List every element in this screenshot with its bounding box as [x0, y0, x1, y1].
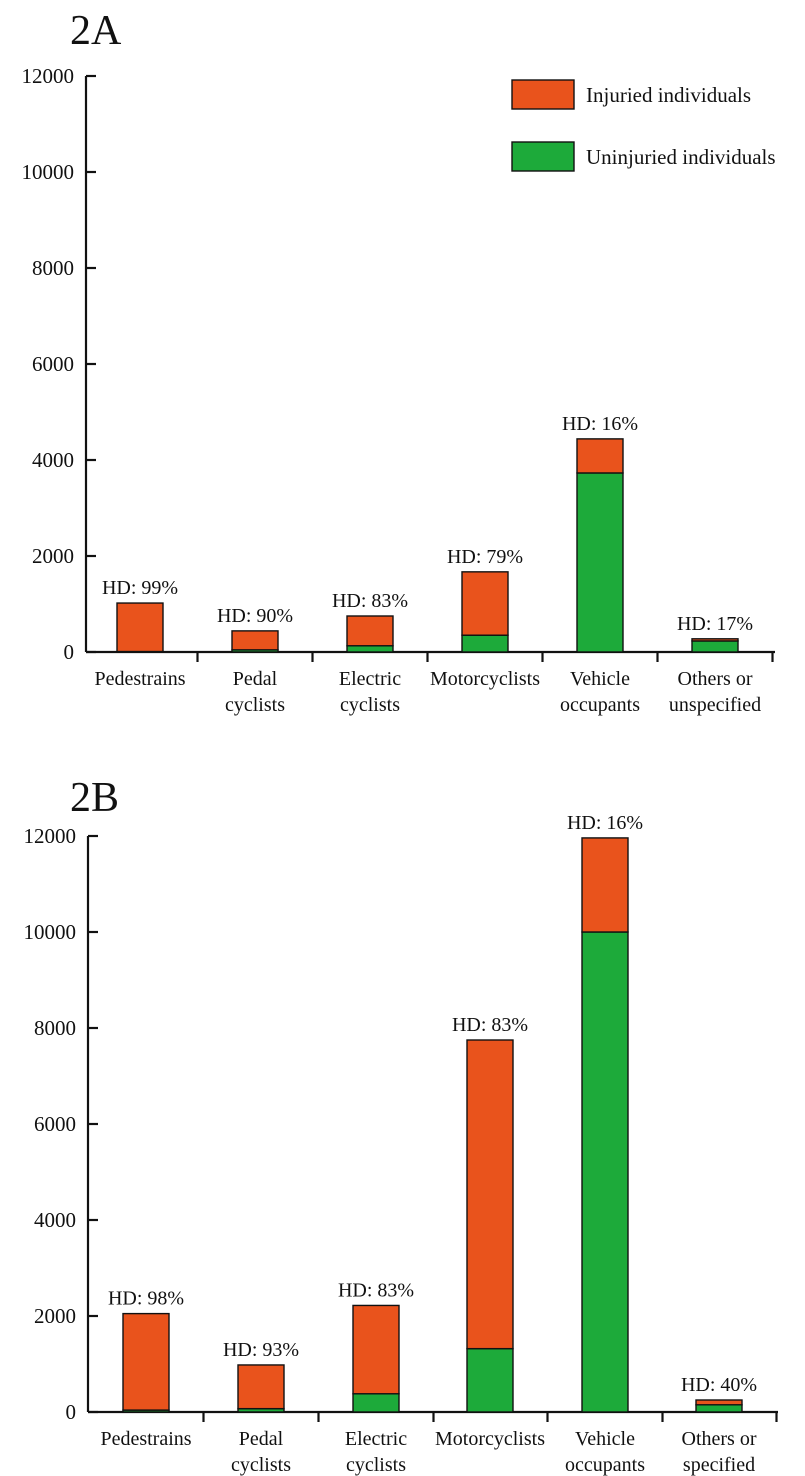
y-tick-label: 2000 [34, 1304, 76, 1328]
bar-uninjured-3 [461, 634, 509, 653]
x-category-label: specified [683, 1454, 755, 1476]
y-tick-label: 12000 [24, 824, 77, 848]
y-tick-label: 10000 [22, 160, 75, 184]
bar-annotation: HD: 17% [677, 613, 753, 635]
bar-uninjured-5 [691, 640, 739, 653]
bar-annotation: HD: 16% [562, 413, 638, 435]
bar-annotation: HD: 83% [452, 1014, 528, 1036]
legend-label-injured: Injuried individuals [586, 83, 751, 107]
x-category-label: Electric [345, 1428, 407, 1450]
bar-annotation: HD: 16% [567, 812, 643, 834]
x-category-label: unspecified [669, 694, 761, 716]
legend-swatch-uninjured [511, 141, 575, 172]
bar-injured-5 [691, 638, 739, 642]
bar-annotation: HD: 83% [332, 590, 408, 612]
bar-injured-2 [346, 615, 394, 647]
x-category-label: cyclists [231, 1454, 291, 1476]
x-category-label: Vehicle [575, 1428, 635, 1450]
y-tick-label: 8000 [34, 1016, 76, 1040]
bar-injured-1 [237, 1364, 285, 1410]
x-category-label: Motorcyclists [435, 1428, 545, 1450]
bar-injured-0 [122, 1312, 170, 1411]
bar-annotation: HD: 90% [217, 605, 293, 627]
bar-uninjured-4 [576, 472, 624, 653]
y-tick-label: 12000 [22, 64, 75, 88]
x-category-label: cyclists [340, 694, 400, 716]
y-tick-label: 8000 [32, 256, 74, 280]
bar-uninjured-2 [346, 645, 394, 653]
x-category-label: Others or [682, 1428, 757, 1450]
y-tick-label: 0 [64, 640, 75, 664]
bar-uninjured-2 [352, 1393, 400, 1413]
bar-injured-0 [116, 602, 164, 653]
bar-uninjured-4 [581, 931, 629, 1413]
x-category-label: Motorcyclists [430, 668, 540, 690]
legend: Injuried individuals Uninjuried individua… [511, 79, 776, 172]
x-category-label: cyclists [346, 1454, 406, 1476]
x-category-label: cyclists [225, 694, 285, 716]
x-category-label: Pedestrains [100, 1428, 191, 1450]
y-tick-label: 10000 [24, 920, 77, 944]
bar-injured-4 [576, 438, 624, 474]
y-tick-label: 6000 [32, 352, 74, 376]
bar-annotation: HD: 99% [102, 577, 178, 599]
bar-annotation: HD: 98% [108, 1288, 184, 1310]
bar-annotation: HD: 93% [223, 1339, 299, 1361]
x-category-label: occupants [560, 694, 640, 716]
bar-injured-2 [352, 1304, 400, 1395]
legend-swatch-injured [511, 79, 575, 110]
y-tick-label: 4000 [32, 448, 74, 472]
legend-label-uninjured: Uninjuried individuals [586, 145, 776, 169]
panel-title: 2A [70, 8, 122, 54]
x-category-label: Vehicle [570, 668, 630, 690]
y-tick-label: 2000 [32, 544, 74, 568]
y-tick-label: 4000 [34, 1208, 76, 1232]
bar-injured-3 [466, 1039, 514, 1350]
bar-annotation: HD: 83% [338, 1279, 414, 1301]
x-category-label: Others or [678, 668, 753, 690]
panel-2b: 2B 0 2000 4000 6000 8000 10000 12000 HD: 98% Pede… [24, 775, 778, 1476]
bar-injured-4 [581, 837, 629, 933]
bar-uninjured-3 [466, 1347, 514, 1413]
x-category-label: Pedestrains [94, 668, 185, 690]
bar-injured-5 [695, 1399, 743, 1406]
x-category-label: Pedal [239, 1428, 284, 1450]
bar-annotation: HD: 79% [447, 546, 523, 568]
x-category-label: Electric [339, 668, 401, 690]
bar-injured-3 [461, 571, 509, 636]
x-category-label: occupants [565, 1454, 645, 1476]
panel-title: 2B [70, 775, 119, 821]
bar-uninjured-5 [695, 1404, 743, 1413]
bar-annotation: HD: 40% [681, 1374, 757, 1396]
bar-injured-1 [231, 630, 279, 651]
x-category-label: Pedal [233, 668, 278, 690]
y-tick-label: 0 [66, 1400, 77, 1424]
panel-2a: 2A 0 2000 4000 6000 8000 10000 12000 HD: 99% Pede… [22, 8, 775, 716]
y-tick-label: 6000 [34, 1112, 76, 1136]
